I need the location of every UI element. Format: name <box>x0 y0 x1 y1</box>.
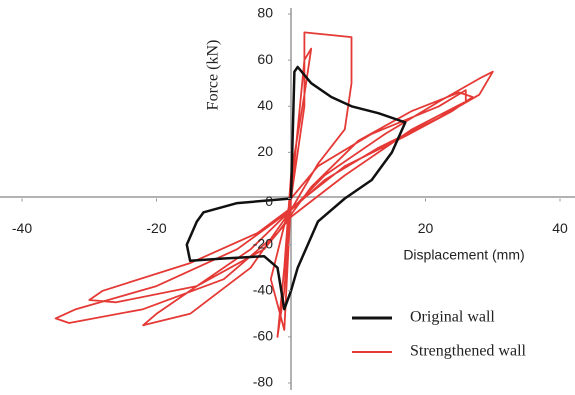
x-axis-title: Displacement (mm) <box>403 247 524 263</box>
y-tick-label: 40 <box>257 97 273 113</box>
series-line <box>54 31 494 338</box>
y-tick-label: -40 <box>253 281 273 297</box>
series-line <box>185 65 407 311</box>
y-tick-label: 60 <box>257 51 273 67</box>
y-tick-label: -20 <box>253 235 273 251</box>
y-tick-label: 20 <box>257 143 273 159</box>
plot-area <box>54 31 494 338</box>
y-tick-label: 80 <box>257 5 273 21</box>
y-axis-title: Force (kN) <box>205 40 222 111</box>
y-tick-label: -80 <box>253 374 273 390</box>
legend: Original wall Strengthened wall <box>352 309 527 360</box>
x-tick-label: -20 <box>146 220 166 236</box>
legend-label: Original wall <box>410 309 495 326</box>
legend-label: Strengthened wall <box>410 343 527 360</box>
x-tick-label: -40 <box>12 220 32 236</box>
y-tick-label: -60 <box>253 328 273 344</box>
x-tick-label: 40 <box>552 220 568 236</box>
y-tick-label: 0 <box>265 193 273 209</box>
x-tick-label: 20 <box>418 220 434 236</box>
